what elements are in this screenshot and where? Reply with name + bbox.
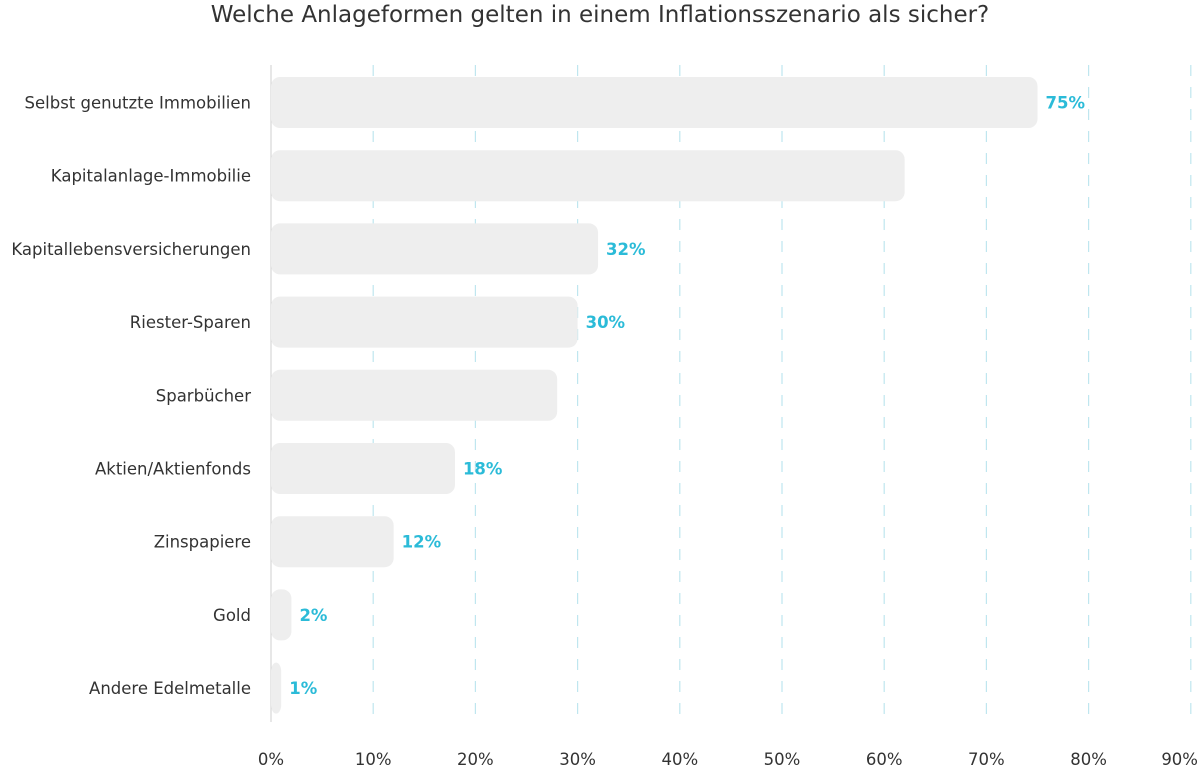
data-label: 12% — [402, 533, 442, 552]
category-label: Riester-Sparen — [130, 313, 251, 332]
x-tick-label: 30% — [559, 750, 596, 769]
x-tick-label: 60% — [866, 750, 903, 769]
category-label: Gold — [213, 606, 251, 625]
bar — [271, 516, 394, 568]
category-label: Aktien/Aktienfonds — [95, 460, 251, 479]
data-label: 75% — [1046, 94, 1086, 113]
data-label: 18% — [463, 460, 503, 479]
category-label: Zinspapiere — [154, 533, 251, 552]
x-tick-label: 0% — [258, 750, 284, 769]
bar — [271, 443, 455, 494]
bar — [271, 589, 292, 641]
x-tick-label: 50% — [764, 750, 801, 769]
x-tick-label: 90% — [1161, 750, 1198, 769]
category-label: Andere Edelmetalle — [89, 679, 251, 698]
data-label: 1% — [289, 679, 317, 698]
data-label: 30% — [586, 313, 626, 332]
x-tick-label: 70% — [968, 750, 1005, 769]
data-label: 2% — [299, 606, 327, 625]
category-label: Kapitallebensversicherungen — [11, 240, 251, 259]
chart-title: Welche Anlageformen gelten in einem Infl… — [210, 2, 990, 28]
category-label: Kapitalanlage-Immobilie — [51, 167, 251, 186]
bar — [271, 369, 558, 421]
bar — [271, 150, 905, 202]
category-label: Selbst genutzte Immobilien — [25, 94, 251, 113]
data-label: 32% — [606, 240, 646, 259]
x-tick-label: 80% — [1070, 750, 1107, 769]
bar — [271, 223, 599, 275]
bar — [271, 662, 282, 714]
x-tick-label: 40% — [661, 750, 698, 769]
x-tick-label: 10% — [355, 750, 392, 769]
x-tick-label: 20% — [457, 750, 494, 769]
bar — [271, 296, 578, 348]
bar — [271, 77, 1038, 128]
category-label: Sparbücher — [156, 386, 251, 405]
